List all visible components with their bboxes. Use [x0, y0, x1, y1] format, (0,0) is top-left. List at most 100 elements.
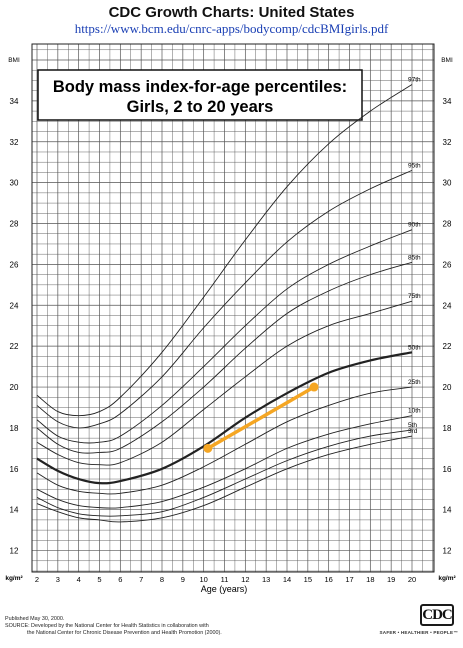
y-tick-bg: [2, 341, 22, 352]
percentile-curve-50th: [36, 351, 413, 485]
page-title: CDC Growth Charts: United States: [108, 4, 355, 21]
percentile-curve-90th: [36, 229, 413, 444]
y-tick-label: 24: [10, 301, 19, 310]
y-tick-bg: [2, 218, 22, 229]
highlight-point: [203, 443, 213, 453]
chart-title: Body mass index-for-age percentiles:: [53, 78, 347, 96]
y-tick-bg: [2, 300, 22, 311]
x-tick-label: 18: [366, 575, 374, 584]
ylabel-bg: [435, 54, 459, 64]
x-tick-label: 7: [139, 575, 143, 584]
y-tick-label: 34: [443, 97, 452, 106]
y-tick-label: 14: [443, 506, 452, 515]
percentile-curve-25th: [36, 386, 413, 495]
percentile-curve-97th: [36, 84, 413, 417]
y-tick-bg: [2, 422, 22, 433]
y-tick-label: 18: [10, 424, 19, 433]
y-tick-label: 14: [10, 506, 19, 515]
y-tick-label: 12: [10, 547, 19, 556]
y-tick-bg: [438, 545, 458, 556]
series-label-50th: 50th: [408, 344, 421, 351]
y-tick-label: 32: [443, 138, 452, 147]
footer-published: Published May 30, 2000.: [5, 616, 65, 622]
x-tick-label: 9: [181, 575, 185, 584]
y-tick-bg: [2, 504, 22, 515]
left-axis: 12 14 16 18 20 22 24 26 28 30 32 34 BMI kg/m²: [2, 54, 26, 582]
y-tick-bg: [438, 463, 458, 474]
y-tick-label: 22: [443, 342, 452, 351]
y-tick-label: 18: [443, 424, 452, 433]
y-tick-label: 28: [443, 220, 452, 229]
cdc-logo: CDC: [420, 604, 454, 626]
y-unit-label: kg/m²: [5, 575, 23, 582]
x-tick-label: 2: [35, 575, 39, 584]
series-label-25th: 25th: [408, 379, 421, 386]
y-tick-label: 12: [443, 547, 452, 556]
percentile-curve-3rd: [36, 435, 413, 523]
y-tick-label: 22: [10, 342, 19, 351]
x-tick-label: 20: [408, 575, 416, 584]
x-axis-ticks: 2 3 4 5 6 7 8 9 10 11 12 13 14 15 16 17 18 19 20: [35, 575, 416, 584]
series-label-75th: 75th: [408, 293, 421, 300]
percentile-curve-75th: [36, 300, 413, 466]
y-tick-bg: [2, 545, 22, 556]
y-tick-bg: [438, 259, 458, 270]
x-tick-label: 12: [241, 575, 249, 584]
x-tick-label: 3: [56, 575, 60, 584]
unit-bg: [2, 571, 26, 582]
y-tick-bg: [438, 341, 458, 352]
y-tick-label: 28: [10, 220, 19, 229]
y-tick-label: 20: [10, 383, 19, 392]
y-tick-label: 16: [443, 465, 452, 474]
y-tick-bg: [438, 95, 458, 106]
footer-source: SOURCE: Developed by the National Center…: [5, 623, 335, 637]
series-label-5th: 5th: [408, 422, 417, 429]
series-label-97th: 97th: [408, 77, 421, 84]
highlight-point: [309, 382, 319, 392]
y-tick-bg: [438, 422, 458, 433]
y-tick-bg: [2, 259, 22, 270]
percentile-curve-95th: [36, 169, 413, 429]
y-tick-bg: [2, 463, 22, 474]
y-tick-label: 24: [443, 301, 452, 310]
title-box: [37, 69, 363, 121]
y-unit-label: kg/m²: [438, 575, 456, 582]
y-tick-label: 30: [10, 179, 19, 188]
x-tick-label: 4: [77, 575, 81, 584]
x-tick-label: 19: [387, 575, 395, 584]
x-tick-label: 8: [160, 575, 164, 584]
highlight-segment: [203, 382, 319, 453]
percentile-curve-5th: [36, 429, 413, 517]
y-tick-bg: [2, 382, 22, 393]
y-axis-label: BMI: [8, 57, 20, 64]
y-tick-label: 20: [443, 383, 452, 392]
series-label-95th: 95th: [408, 162, 421, 169]
unit-bg: [435, 571, 459, 582]
series-label-3rd: 3rd: [408, 428, 418, 435]
x-tick-label: 15: [304, 575, 312, 584]
y-tick-label: 30: [443, 179, 452, 188]
y-tick-label: 34: [10, 97, 19, 106]
y-tick-bg: [2, 136, 22, 147]
footer-source-line2: the National Center for Chronic Disease …: [27, 630, 222, 636]
y-tick-label: 26: [443, 260, 452, 269]
chart-grid: [32, 44, 434, 572]
y-tick-bg: [438, 136, 458, 147]
percentile-curve-10th: [36, 415, 413, 509]
footer-source-line1: SOURCE: Developed by the National Center…: [5, 623, 209, 629]
chart-frame: [31, 43, 435, 573]
y-tick-bg: [2, 177, 22, 188]
source-url-link[interactable]: https://www.bcm.edu/cnrc-apps/bodycomp/c…: [74, 21, 389, 36]
right-axis: 12 14 16 18 20 22 24 26 28 30 32 34 BMI kg/m²: [435, 54, 459, 582]
series-label-10th: 10th: [408, 408, 421, 415]
y-tick-label: 32: [10, 138, 19, 147]
y-axis-label: BMI: [441, 57, 453, 64]
y-tick-label: 26: [10, 260, 19, 269]
cdc-tagline: SAFER • HEALTHIER • PEOPLE™: [379, 630, 458, 635]
y-tick-bg: [438, 382, 458, 393]
series-label-85th: 85th: [408, 254, 421, 261]
x-axis-label: Age (years): [201, 584, 248, 594]
y-tick-bg: [2, 95, 22, 106]
y-tick-bg: [438, 504, 458, 515]
